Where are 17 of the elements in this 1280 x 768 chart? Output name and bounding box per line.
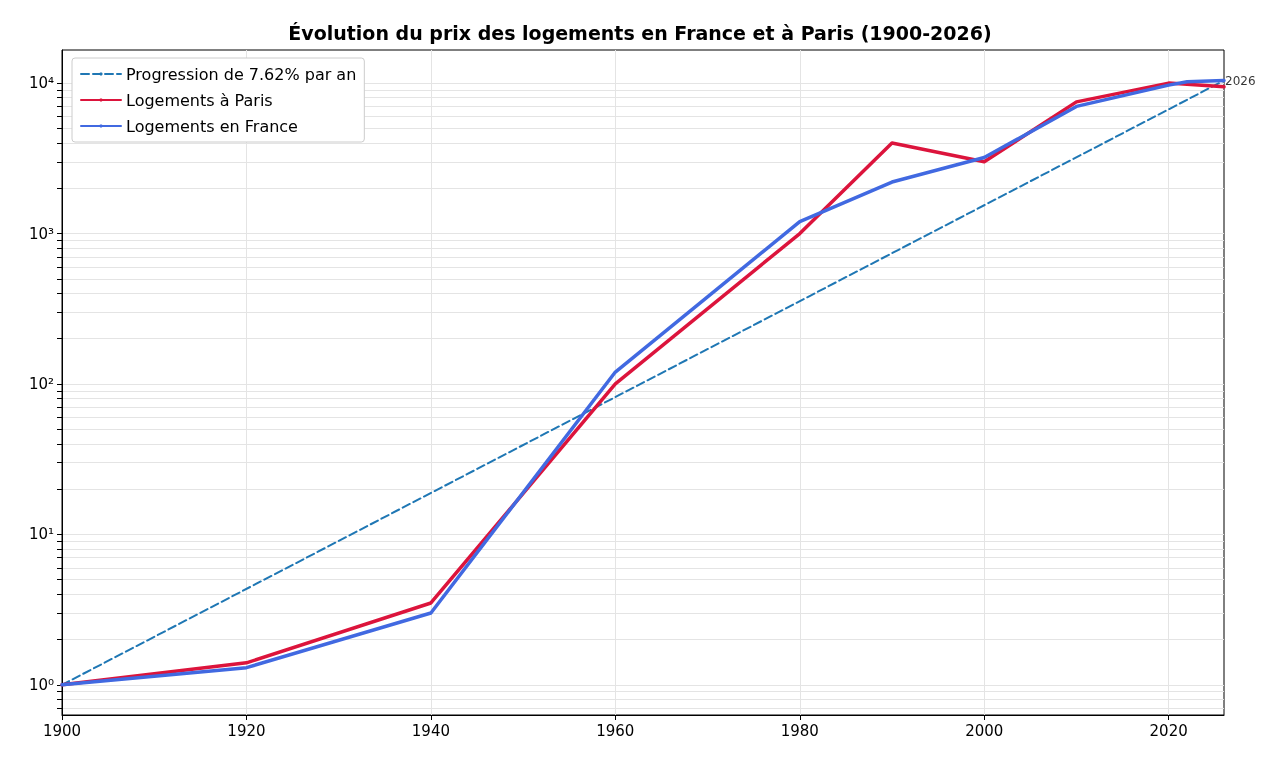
x-tick-label: 2000 — [965, 721, 1004, 740]
chart-title: Évolution du prix des logements en France et à Paris (1900-2026) — [288, 21, 992, 44]
x-tick-label: 1980 — [780, 721, 819, 740]
x-tick-label: 1960 — [596, 721, 635, 740]
x-tick-label: 2020 — [1149, 721, 1188, 740]
y-tick-label: 10² — [28, 374, 54, 393]
legend-label: Progression de 7.62% par an — [126, 64, 357, 84]
annotation: 2026 — [1225, 73, 1256, 88]
x-tick-label: 1920 — [227, 721, 266, 740]
y-tick-label: 10⁴ — [28, 74, 54, 93]
legend-label: Logements à Paris — [126, 90, 273, 110]
x-tick-label: 1900 — [42, 721, 82, 740]
y-tick-label: 10¹ — [28, 525, 54, 544]
y-tick-label: 10³ — [28, 224, 54, 243]
x-tick-label: 1940 — [411, 721, 450, 740]
y-tick-label: 10⁰ — [28, 675, 54, 694]
legend-label: Logements en France — [126, 116, 298, 136]
